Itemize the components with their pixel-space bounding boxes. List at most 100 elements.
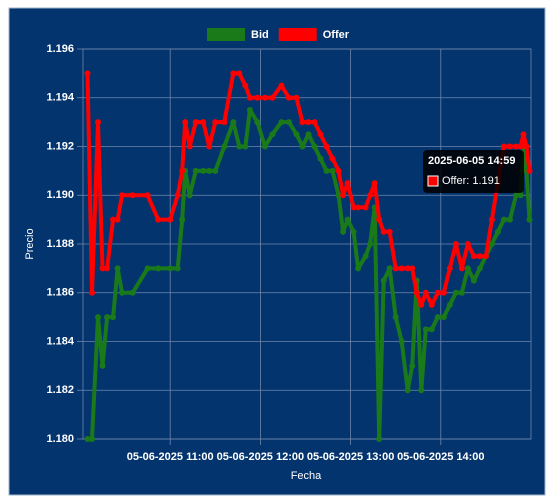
- data-point: [340, 228, 347, 235]
- data-point: [482, 253, 489, 260]
- data-point: [362, 204, 369, 211]
- data-point: [500, 143, 507, 150]
- data-point: [418, 301, 425, 308]
- data-point: [311, 119, 318, 126]
- data-point: [221, 143, 228, 150]
- data-point: [99, 362, 106, 369]
- data-point: [404, 265, 411, 272]
- data-point: [355, 265, 362, 272]
- y-axis-title: Precio: [24, 228, 36, 259]
- data-point: [458, 289, 465, 296]
- data-point: [186, 192, 193, 199]
- data-point: [179, 216, 186, 223]
- data-point: [221, 119, 228, 126]
- data-point: [476, 253, 483, 260]
- data-point: [517, 192, 524, 199]
- data-point: [230, 119, 237, 126]
- data-point: [84, 436, 91, 442]
- data-point: [398, 265, 405, 272]
- y-tick-label: 1.190: [46, 189, 74, 201]
- data-point: [409, 265, 416, 272]
- x-axis-title: Fecha: [291, 470, 322, 482]
- x-tick-label: 05-06-2025 11:00: [127, 451, 214, 463]
- data-point: [114, 216, 121, 223]
- data-point: [476, 265, 483, 272]
- y-tick-label: 1.192: [46, 140, 74, 152]
- data-point: [329, 167, 336, 174]
- data-point: [155, 265, 162, 272]
- data-point: [89, 289, 96, 296]
- data-point: [129, 289, 136, 296]
- data-point: [236, 143, 243, 150]
- data-point: [452, 241, 459, 247]
- data-point: [186, 143, 193, 150]
- data-point: [246, 106, 253, 113]
- data-point: [350, 204, 357, 211]
- tooltip-label: Offer: 1.191: [442, 175, 500, 187]
- data-point: [500, 216, 507, 223]
- data-point: [144, 192, 151, 199]
- data-point: [512, 192, 519, 199]
- data-point: [89, 436, 96, 442]
- data-point: [200, 167, 207, 174]
- data-point: [269, 131, 276, 138]
- legend-swatch: [278, 28, 317, 41]
- y-tick-label: 1.184: [46, 335, 74, 347]
- data-point: [206, 143, 213, 150]
- data-point: [470, 277, 477, 284]
- data-point: [452, 289, 459, 296]
- series-line: [87, 107, 532, 441]
- data-point: [392, 265, 399, 272]
- data-point: [99, 265, 106, 272]
- data-point: [254, 94, 261, 101]
- data-point: [305, 119, 312, 126]
- data-point: [95, 119, 102, 126]
- data-point: [95, 314, 102, 321]
- data-point: [380, 228, 387, 235]
- tooltip-swatch: [427, 175, 439, 187]
- data-point: [340, 192, 347, 199]
- data-point: [371, 180, 378, 187]
- data-point: [285, 119, 292, 126]
- data-point: [392, 314, 399, 321]
- legend-swatch: [207, 28, 245, 41]
- data-point: [206, 167, 213, 174]
- data-point: [464, 241, 471, 247]
- data-point: [174, 265, 181, 272]
- y-tick-label: 1.194: [46, 92, 74, 104]
- data-point: [526, 216, 533, 223]
- data-point: [174, 192, 181, 199]
- data-point: [494, 228, 501, 235]
- data-point: [299, 119, 306, 126]
- data-point: [526, 167, 533, 174]
- data-point: [440, 289, 447, 296]
- data-point: [523, 143, 530, 150]
- data-point: [355, 204, 362, 211]
- data-point: [261, 143, 268, 150]
- data-point: [386, 265, 393, 272]
- legend-label: Offer: [323, 29, 350, 41]
- data-point: [422, 326, 429, 333]
- data-point: [212, 119, 219, 126]
- data-point: [376, 216, 383, 223]
- data-point: [367, 192, 374, 199]
- data-point: [488, 216, 495, 223]
- data-point: [285, 94, 292, 101]
- data-point: [376, 436, 383, 442]
- x-tick-label: 05-06-2025 12:00: [217, 451, 304, 463]
- data-point: [344, 216, 351, 223]
- data-point: [200, 119, 207, 126]
- data-point: [440, 314, 447, 321]
- data-point: [155, 216, 162, 223]
- data-point: [305, 131, 312, 138]
- data-point: [311, 143, 318, 150]
- data-point: [362, 253, 369, 260]
- data-point: [192, 167, 199, 174]
- data-point: [84, 70, 91, 77]
- data-point: [317, 131, 324, 138]
- data-point: [278, 82, 285, 89]
- data-point: [261, 94, 268, 101]
- data-point: [413, 289, 420, 296]
- data-point: [506, 143, 513, 150]
